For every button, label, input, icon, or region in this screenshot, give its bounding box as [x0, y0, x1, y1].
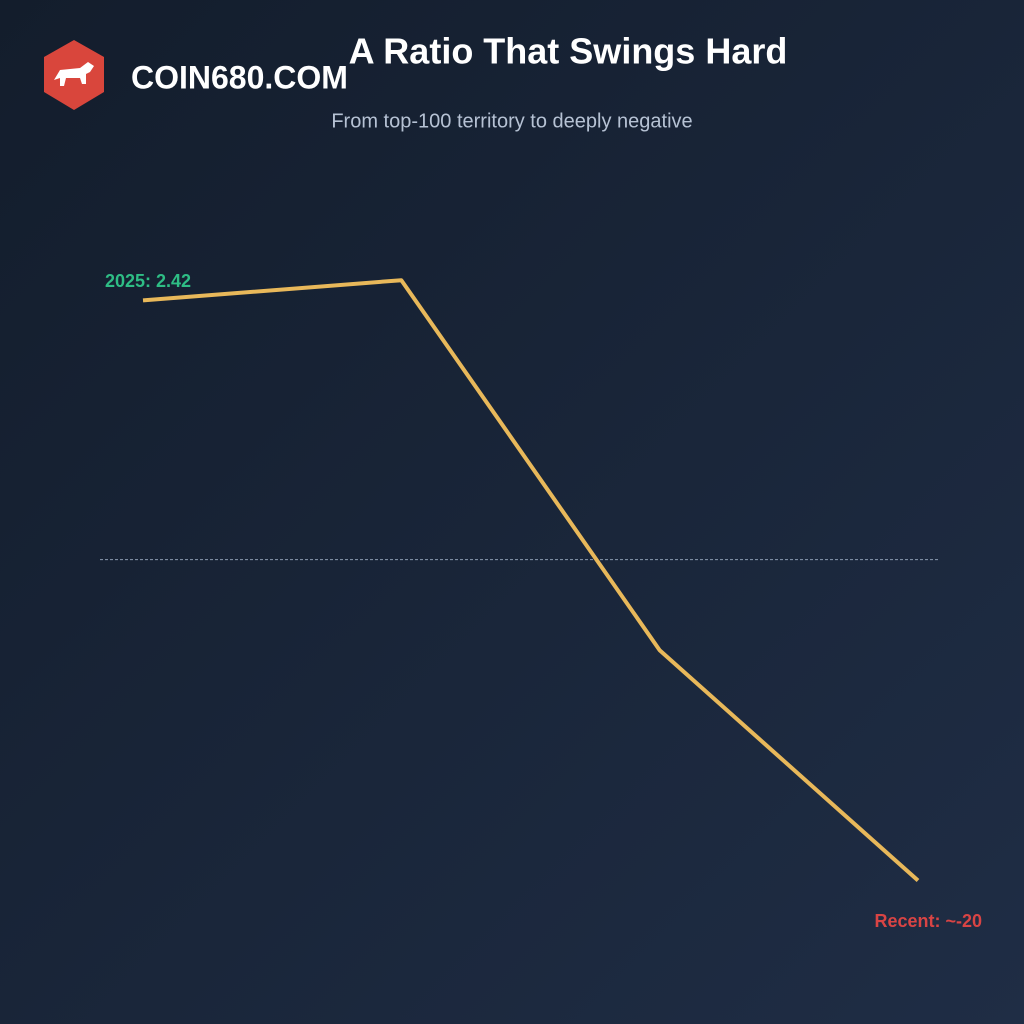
brand: COIN680.COM: [131, 59, 348, 95]
value-label: 2025: 2.42: [105, 271, 191, 291]
value-label: Recent: ~-20: [874, 911, 982, 931]
logo-bull: [54, 62, 94, 86]
line: [142, 278, 920, 882]
logo: [44, 40, 104, 110]
chart-title: A Ratio That Swings Hard: [349, 31, 788, 72]
chart-subtitle: From top-100 territory to deeply negativ…: [331, 110, 692, 132]
